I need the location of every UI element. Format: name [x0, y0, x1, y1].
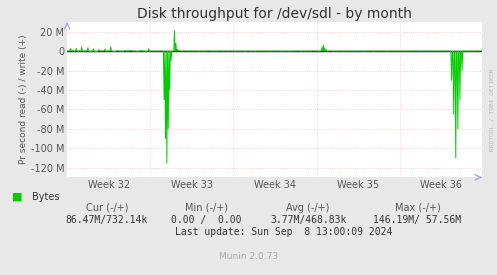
- Text: 86.47M/732.14k: 86.47M/732.14k: [66, 215, 148, 225]
- Y-axis label: Pr second read (-) / write (+): Pr second read (-) / write (+): [19, 35, 28, 164]
- Title: Disk throughput for /dev/sdl - by month: Disk throughput for /dev/sdl - by month: [137, 7, 412, 21]
- Text: RRDTOOL / TOBI OETIKER: RRDTOOL / TOBI OETIKER: [490, 69, 495, 151]
- Text: Bytes: Bytes: [32, 192, 60, 202]
- Text: Munin 2.0.73: Munin 2.0.73: [219, 252, 278, 261]
- Text: Cur (-/+): Cur (-/+): [85, 203, 128, 213]
- Text: Avg (-/+): Avg (-/+): [286, 203, 330, 213]
- Text: 0.00 /  0.00: 0.00 / 0.00: [171, 215, 242, 225]
- Text: 3.77M/468.83k: 3.77M/468.83k: [270, 215, 346, 225]
- Text: Max (-/+): Max (-/+): [395, 203, 440, 213]
- Text: ■: ■: [12, 192, 23, 202]
- Text: 146.19M/ 57.56M: 146.19M/ 57.56M: [373, 215, 462, 225]
- Text: Min (-/+): Min (-/+): [185, 203, 228, 213]
- Text: Last update: Sun Sep  8 13:00:09 2024: Last update: Sun Sep 8 13:00:09 2024: [174, 227, 392, 237]
